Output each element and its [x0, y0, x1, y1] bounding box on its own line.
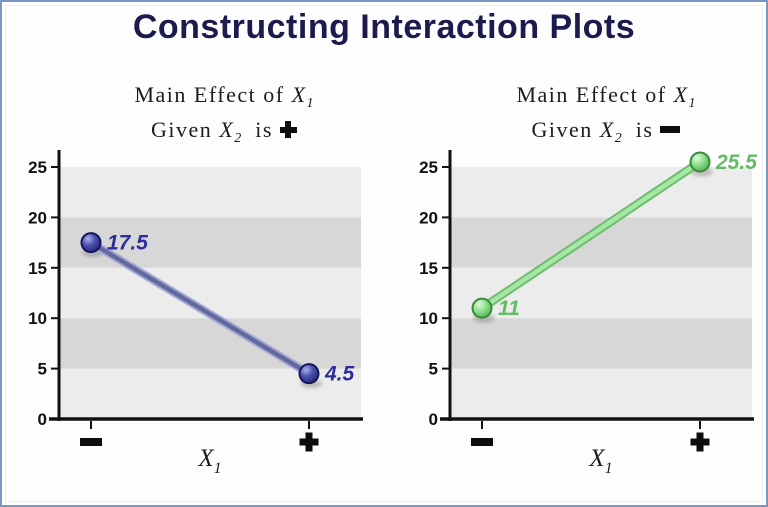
svg-text:25: 25: [28, 158, 47, 177]
x1-variable: X: [291, 82, 307, 107]
svg-text:0: 0: [38, 410, 47, 429]
plus-symbol-icon: [299, 432, 319, 452]
title-text: Main Effect of: [516, 82, 667, 107]
right-chart-title-line1: Main Effect of X1: [424, 82, 766, 117]
right-chart: 0 5 10 15 20 25 X1 11 25.5: [404, 142, 766, 487]
left-chart-title-line1: Main Effect of X1: [42, 82, 406, 117]
left-chart-svg: 0 5 10 15 20 25 X1 17.5 4.5: [28, 150, 363, 477]
x2-variable: X: [219, 117, 235, 142]
x1-subscript: 1: [306, 96, 314, 111]
x1-subscript: 1: [688, 96, 696, 111]
svg-text:15: 15: [28, 259, 47, 278]
svg-text:20: 20: [28, 208, 47, 227]
data-point-label: 4.5: [324, 363, 355, 386]
data-point-marker: [298, 363, 320, 385]
svg-text:5: 5: [429, 360, 438, 379]
svg-text:5: 5: [38, 360, 47, 379]
svg-text:10: 10: [419, 309, 438, 328]
svg-text:0: 0: [429, 410, 438, 429]
title-text: Given: [151, 117, 213, 142]
svg-text:25: 25: [419, 158, 438, 177]
left-chart: 0 5 10 15 20 25 X1 17.5 4.5: [13, 142, 379, 487]
data-point-marker: [80, 232, 102, 254]
plus-symbol-icon: [279, 121, 297, 139]
title-text: is: [635, 117, 654, 142]
y-tick-labels: 0 5 10 15 20 25: [28, 158, 58, 429]
grid-bands: [450, 167, 752, 419]
minus-symbol-icon: [471, 438, 493, 446]
svg-text:15: 15: [419, 259, 438, 278]
right-chart-title: Main Effect of X1 Given X2 is: [424, 82, 766, 152]
x-axis-label: X1: [588, 445, 612, 477]
title-text: is: [255, 117, 273, 142]
y-tick-labels: 0 5 10 15 20 25: [419, 158, 449, 429]
page-title: Constructing Interaction Plots: [132, 8, 636, 46]
x1-variable: X: [673, 82, 689, 107]
right-chart-svg: 0 5 10 15 20 25 X1 11 25.5: [419, 150, 757, 477]
series-line: [479, 159, 703, 311]
data-point-label: 17.5: [107, 232, 148, 255]
data-point-label: 25.5: [715, 151, 757, 174]
minus-symbol-icon: [80, 438, 102, 446]
data-point-label: 11: [498, 297, 520, 320]
title-text: Given: [531, 117, 593, 142]
svg-text:20: 20: [419, 208, 438, 227]
left-chart-title-line2: Given X2 is: [42, 117, 406, 152]
plus-symbol-icon: [690, 432, 710, 452]
x2-variable: X: [599, 117, 615, 142]
svg-text:10: 10: [28, 309, 47, 328]
left-chart-title: Main Effect of X1 Given X2 is: [42, 82, 406, 152]
series-line: [88, 240, 312, 376]
grid-bands: [59, 167, 361, 419]
right-chart-title-line2: Given X2 is: [424, 117, 766, 152]
x2-subscript: 2: [234, 131, 242, 146]
x2-subscript: 2: [614, 131, 622, 146]
x-axis-label: X1: [197, 445, 221, 477]
data-point-marker: [689, 151, 711, 173]
minus-symbol-icon: [660, 126, 681, 134]
title-text: Main Effect of: [134, 82, 285, 107]
data-point-marker: [471, 297, 493, 319]
